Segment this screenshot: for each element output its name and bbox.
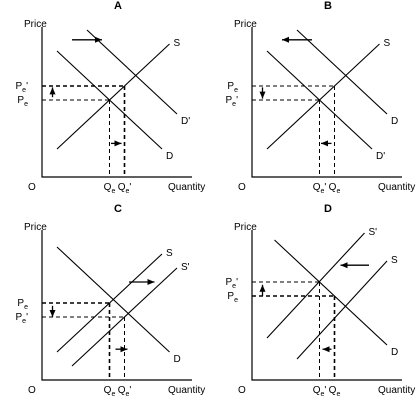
axes (251, 27, 402, 178)
curve-s (296, 260, 388, 360)
curve-label: D (166, 151, 173, 162)
curve-label: S (384, 38, 391, 49)
price-tick-label: Pe' (16, 81, 29, 94)
x-axis-label: Quantity (378, 182, 415, 193)
panel-title: D (324, 203, 332, 215)
quantity-tick-label: Qe (329, 182, 341, 195)
panel-title: C (114, 203, 122, 215)
origin-label: O (238, 182, 246, 193)
panel-a: A Price Quantity O S D D' Pe Qe Pe' Qe' (16, 0, 206, 195)
quantity-tick-label: Qe (104, 182, 116, 195)
origin-label: O (28, 182, 36, 193)
curve-label: S (174, 38, 181, 49)
curve-s (56, 43, 170, 150)
curve-label: S' (181, 262, 190, 273)
panel-title: B (324, 0, 332, 12)
price-tick-label: Pe (227, 291, 238, 304)
panel-title: A (114, 0, 122, 12)
axes (41, 27, 192, 178)
price-tick-label: Pe' (226, 277, 239, 290)
curve-label: D' (376, 151, 385, 162)
y-axis-label: Price (24, 19, 47, 30)
price-tick-label: Pe' (226, 95, 239, 108)
curve-d (56, 246, 170, 353)
price-tick-label: Pe' (16, 312, 29, 325)
y-axis-label: Price (234, 19, 257, 30)
axes (251, 230, 402, 381)
curve-d (296, 29, 388, 115)
y-axis-label: Price (24, 222, 47, 233)
panel-d: D Price Quantity O S' S D Pe' Qe' Pe Qe (226, 203, 416, 398)
curve-label: D' (181, 116, 190, 127)
curve-label: S (391, 255, 398, 266)
price-tick-label: Pe (227, 81, 238, 94)
price-tick-label: Pe (17, 298, 28, 311)
y-axis-label: Price (234, 222, 257, 233)
x-axis-label: Quantity (168, 182, 205, 193)
curve-label: D (391, 347, 398, 358)
curve-label: D (174, 354, 181, 365)
origin-label: O (238, 385, 246, 396)
price-tick-label: Pe (17, 95, 28, 108)
quantity-tick-label: Qe (329, 385, 341, 398)
curve-label: D (391, 116, 398, 127)
curve-s (266, 43, 380, 150)
curve-label: S' (369, 227, 378, 238)
quantity-tick-label: Qe' (118, 182, 132, 195)
panel-c: C Price Quantity O S S' D Pe Qe Pe' Qe' (16, 203, 206, 398)
quantity-tick-label: Qe (104, 385, 116, 398)
origin-label: O (28, 385, 36, 396)
panel-b: B Price Quantity O S D D' Pe Qe Pe' Qe' (226, 0, 416, 195)
quantity-tick-label: Qe' (118, 385, 132, 398)
curve-s-prime (266, 232, 365, 339)
x-axis-label: Quantity (378, 385, 415, 396)
curve-d (274, 239, 388, 346)
quantity-tick-label: Qe' (313, 385, 327, 398)
axes (41, 230, 192, 381)
curve-label: S (166, 248, 173, 259)
curve-d-prime (86, 29, 178, 115)
x-axis-label: Quantity (168, 385, 205, 396)
quantity-tick-label: Qe' (313, 182, 327, 195)
